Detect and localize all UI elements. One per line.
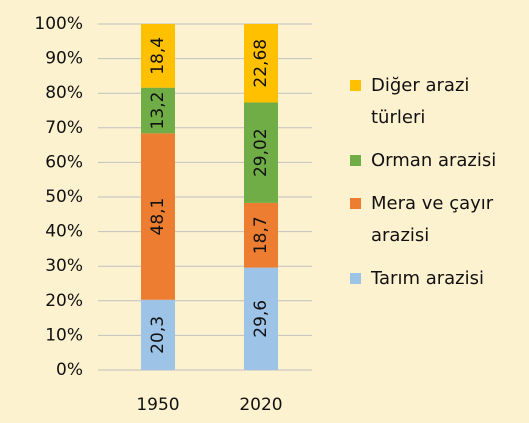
bar-segment (244, 102, 278, 203)
y-tick-label: 20% (45, 291, 83, 311)
data-label: 29,02 (251, 128, 271, 177)
legend-swatch (350, 198, 361, 209)
y-tick-label: 0% (56, 360, 83, 380)
legend-entry: Orman arazisi (350, 145, 509, 177)
y-tick-label: 30% (45, 256, 83, 276)
data-label: 13,2 (148, 92, 168, 130)
bar-segment (141, 133, 175, 300)
y-tick-label: 10% (45, 325, 83, 345)
bar-segment (244, 24, 278, 103)
x-tick-label: 1950 (136, 395, 179, 415)
bar-segment (141, 87, 175, 134)
x-tick-label: 2020 (239, 395, 282, 415)
y-tick-label: 50% (45, 187, 83, 207)
data-label: 18,4 (148, 37, 168, 75)
legend-swatch (350, 273, 361, 284)
data-label: 20,3 (148, 316, 168, 354)
legend-label: Mera ve çayır arazisi (371, 193, 494, 246)
y-tick-label: 100% (34, 14, 83, 34)
data-label: 22,68 (251, 39, 271, 88)
bar-segment (244, 267, 278, 370)
y-tick-label: 40% (45, 222, 83, 242)
legend-entry: Mera ve çayır arazisi (350, 188, 509, 252)
data-label: 18,7 (251, 216, 271, 254)
legend-label: Tarım arazisi (371, 268, 484, 289)
data-label: 29,6 (251, 300, 271, 338)
legend-swatch (350, 80, 361, 91)
y-tick-label: 80% (45, 83, 83, 103)
legend-swatch (350, 155, 361, 166)
legend-entry: Tarım arazisi (350, 263, 509, 295)
y-tick-label: 90% (45, 49, 83, 69)
y-tick-label: 60% (45, 152, 83, 172)
bar-segment (244, 202, 278, 268)
data-label: 48,1 (148, 198, 168, 236)
legend-entry: Diğer arazi türleri (350, 70, 509, 134)
legend-label: Diğer arazi türleri (371, 75, 470, 128)
bar-segment (141, 299, 175, 370)
legend: Diğer arazi türleri Orman arazisi Mera ve … (350, 70, 509, 295)
legend-label: Orman arazisi (371, 150, 497, 171)
bar-segment (141, 24, 175, 88)
y-tick-label: 70% (45, 118, 83, 138)
